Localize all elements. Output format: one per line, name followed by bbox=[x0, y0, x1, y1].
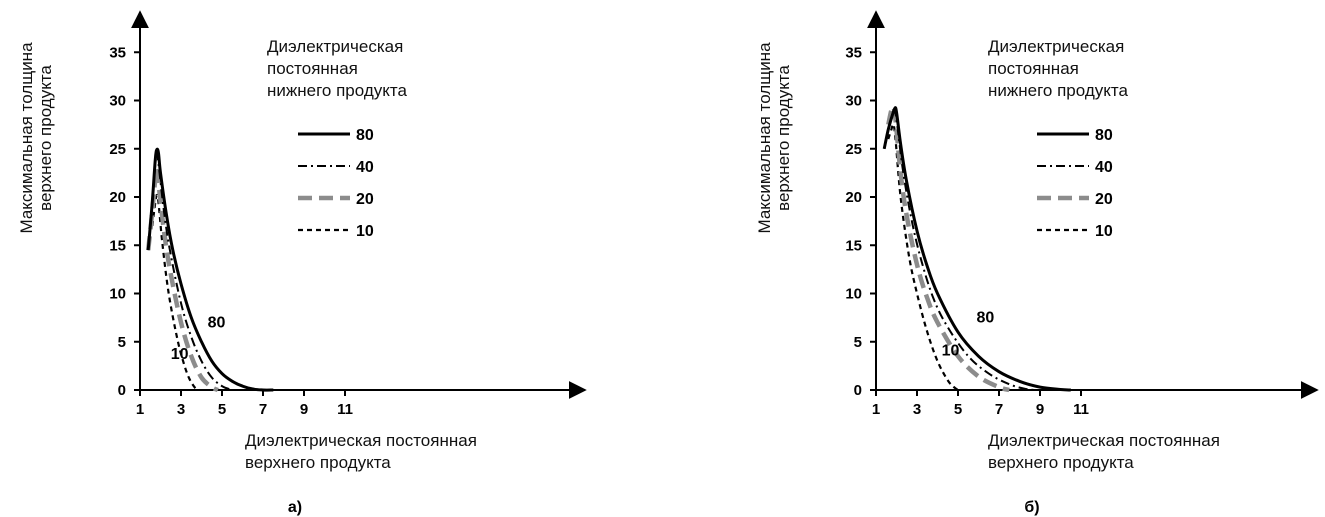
y-tick-label: 15 bbox=[845, 237, 862, 254]
x-axis-title-line: Диэлектрическая постоянная bbox=[988, 431, 1220, 450]
y-tick-label: 10 bbox=[845, 286, 862, 303]
legend-label-10: 10 bbox=[1095, 223, 1113, 240]
y-tick-label: 35 bbox=[109, 44, 126, 61]
series-line-20 bbox=[886, 104, 1010, 393]
legend-title-line: нижнего продукта bbox=[267, 81, 407, 100]
legend-label-80: 80 bbox=[1095, 127, 1113, 144]
legend-label-40: 40 bbox=[356, 159, 374, 176]
legend-title-line: постоянная bbox=[267, 59, 358, 78]
x-tick-label: 5 bbox=[218, 401, 226, 418]
x-tick-label: 9 bbox=[300, 401, 308, 418]
x-tick-label: 9 bbox=[1036, 401, 1044, 418]
series-line-40 bbox=[883, 108, 1037, 391]
legend-title-line: Диэлектрическая bbox=[267, 37, 403, 56]
legend-label-20: 20 bbox=[1095, 191, 1113, 208]
panel-label: а) bbox=[288, 499, 302, 516]
y-tick-label: 5 bbox=[854, 334, 862, 351]
y-tick-label: 5 bbox=[118, 334, 126, 351]
legend-title-line: Диэлектрическая bbox=[988, 37, 1124, 56]
x-tick-label: 5 bbox=[954, 401, 962, 418]
series-line-40 bbox=[147, 152, 233, 391]
curve-annotation-10: 10 bbox=[942, 342, 960, 359]
y-axis-title: Максимальная толщинаверхнего продукта bbox=[17, 42, 55, 234]
curve-annotation-10: 10 bbox=[171, 346, 189, 363]
x-tick-label: 11 bbox=[337, 401, 353, 418]
x-tick-label: 7 bbox=[259, 401, 267, 418]
legend-title-line: нижнего продукта bbox=[988, 81, 1128, 100]
legend-label-40: 40 bbox=[1095, 159, 1113, 176]
panel-label: б) bbox=[1024, 499, 1039, 516]
legend-title-line: постоянная bbox=[988, 59, 1079, 78]
x-tick-label: 3 bbox=[913, 401, 921, 418]
y-tick-label: 15 bbox=[109, 237, 126, 254]
y-tick-label: 25 bbox=[109, 141, 126, 158]
y-tick-label: 10 bbox=[109, 286, 126, 303]
y-tick-label: 25 bbox=[845, 141, 862, 158]
x-tick-label: 7 bbox=[995, 401, 1003, 418]
x-tick-label: 1 bbox=[872, 401, 880, 418]
y-tick-label: 20 bbox=[845, 189, 862, 206]
y-tick-label: 35 bbox=[845, 44, 862, 61]
x-axis-title-line: верхнего продукта bbox=[988, 453, 1134, 472]
curve-annotation-80: 80 bbox=[976, 309, 994, 326]
x-tick-label: 3 bbox=[177, 401, 185, 418]
x-tick-label: 11 bbox=[1073, 401, 1089, 418]
series-line-80 bbox=[882, 106, 1071, 392]
x-tick-label: 1 bbox=[136, 401, 144, 418]
y-tick-label: 30 bbox=[845, 93, 862, 110]
legend-label-20: 20 bbox=[356, 191, 374, 208]
y-tick-label: 20 bbox=[109, 189, 126, 206]
legend-label-80: 80 bbox=[356, 127, 374, 144]
legend-label-10: 10 bbox=[356, 223, 374, 240]
series-line-80 bbox=[146, 147, 274, 392]
series-line-10 bbox=[887, 123, 959, 391]
series-line-10 bbox=[151, 193, 200, 392]
y-tick-label: 0 bbox=[854, 382, 862, 399]
x-axis-title-line: Диэлектрическая постоянная bbox=[245, 431, 477, 450]
x-axis-title-line: верхнего продукта bbox=[245, 453, 391, 472]
curve-annotation-80: 80 bbox=[208, 314, 226, 331]
y-axis-title: Максимальная толщинаверхнего продукта bbox=[755, 42, 793, 234]
y-tick-label: 30 bbox=[109, 93, 126, 110]
y-tick-label: 0 bbox=[118, 382, 126, 399]
